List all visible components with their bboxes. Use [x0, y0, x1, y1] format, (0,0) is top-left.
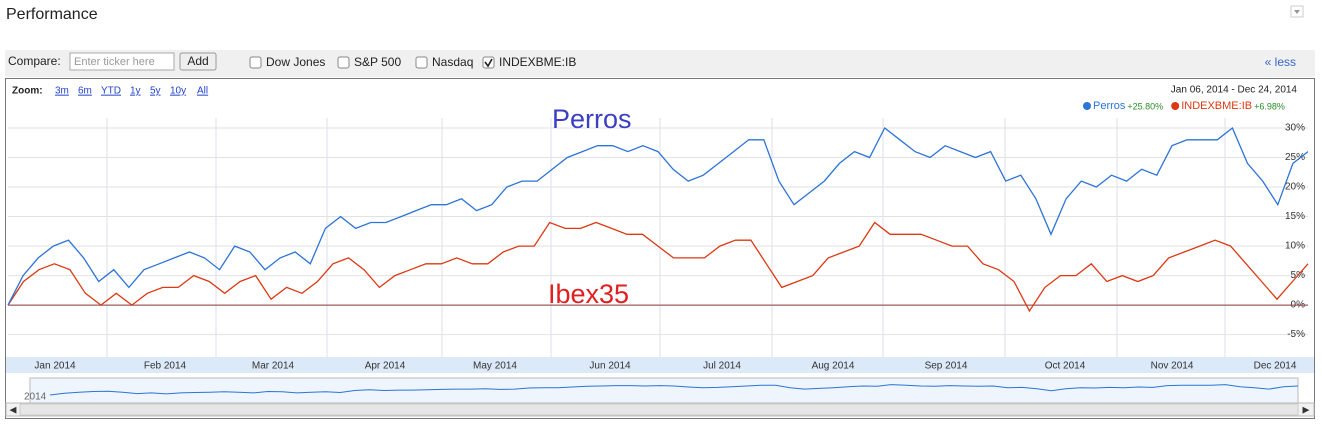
add-button[interactable]: [179, 52, 217, 71]
checkbox-label: Dow Jones: [266, 55, 325, 69]
x-tick-label: Feb 2014: [144, 361, 187, 372]
x-tick-label: Sep 2014: [925, 361, 968, 372]
checkbox[interactable]: [249, 56, 262, 69]
legend-name: INDEXBME:IB: [1181, 100, 1252, 112]
y-tick-label: 30%: [1285, 123, 1305, 134]
x-tick-label: Jun 2014: [589, 361, 631, 372]
y-tick-label: 10%: [1285, 241, 1305, 252]
zoom-option[interactable]: 6m: [78, 86, 92, 97]
zoom-option[interactable]: 1y: [130, 86, 141, 97]
x-tick-label: Apr 2014: [365, 361, 406, 372]
y-tick-label: 15%: [1285, 211, 1305, 222]
x-tick-label: Dec 2014: [1254, 361, 1297, 372]
legend-name: Perros: [1093, 100, 1126, 112]
navigator-label: 2014: [24, 392, 47, 403]
zoom-option[interactable]: YTD: [101, 86, 121, 97]
x-tick-label: Mar 2014: [252, 361, 295, 372]
toolbar: [5, 50, 1315, 77]
annotation: Ibex35: [548, 279, 629, 309]
x-tick-label: Oct 2014: [1045, 361, 1086, 372]
scroll-right[interactable]: ▶: [1303, 404, 1310, 414]
checkbox-label: INDEXBME:IB: [499, 55, 576, 69]
less-link[interactable]: « less: [1265, 55, 1296, 69]
checkbox-label: S&P 500: [354, 55, 401, 69]
date-range: Jan 06, 2014 - Dec 24, 2014: [1171, 85, 1298, 96]
scroll-left[interactable]: ◀: [10, 404, 17, 414]
x-tick-label: Nov 2014: [1151, 361, 1194, 372]
y-tick-label: 20%: [1285, 182, 1305, 193]
zoom-option[interactable]: 3m: [55, 86, 69, 97]
check-mark: [484, 58, 493, 68]
annotation: Perros: [552, 104, 632, 134]
series-line: [7, 221, 1309, 313]
navigator-line: [49, 384, 1299, 396]
compare-label: Compare:: [8, 54, 61, 68]
ticker-placeholder: Enter ticker here: [74, 56, 155, 68]
zoom-option[interactable]: 5y: [150, 86, 161, 97]
checkbox-label: Nasdaq: [432, 55, 473, 69]
zoom-option[interactable]: 10y: [170, 86, 186, 97]
x-tick-label: Aug 2014: [812, 361, 855, 372]
add-button-label: Add: [187, 54, 208, 68]
scroll-thumb[interactable]: [19, 403, 1299, 416]
page-title: Performance: [6, 6, 98, 23]
checkbox[interactable]: [337, 56, 350, 69]
y-tick-label: -5%: [1287, 329, 1305, 340]
ticker-input[interactable]: [69, 52, 175, 71]
zoom-option[interactable]: All: [197, 86, 208, 97]
menu-arrow: [1294, 10, 1300, 14]
series-line: [7, 126, 1309, 306]
legend-swatch: [1083, 102, 1091, 110]
legend-change: +6.98%: [1254, 101, 1285, 111]
month-strip: [6, 357, 1314, 373]
x-tick-label: Jan 2014: [34, 361, 76, 372]
y-tick-label: 25%: [1285, 152, 1305, 163]
zoom-label: Zoom:: [12, 86, 43, 97]
legend-change: +25.80%: [1127, 101, 1163, 111]
legend-swatch: [1171, 102, 1180, 110]
x-tick-label: May 2014: [473, 361, 517, 372]
checkbox[interactable]: [415, 56, 428, 69]
x-tick-label: Jul 2014: [703, 361, 741, 372]
navigator: [29, 377, 1299, 404]
